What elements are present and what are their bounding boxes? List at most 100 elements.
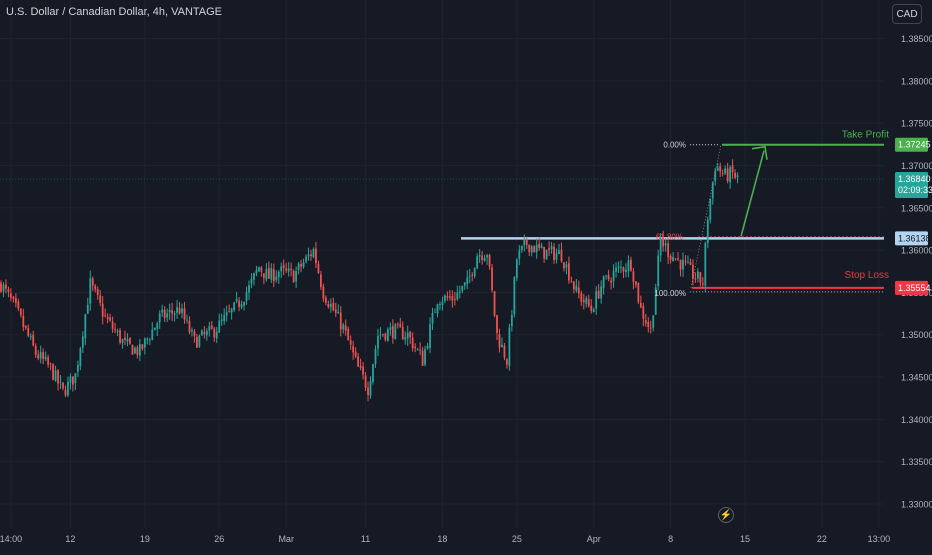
candle-body bbox=[238, 300, 240, 307]
candle-body bbox=[134, 347, 136, 354]
take-profit-price-tag-text: 1.37245 bbox=[898, 140, 931, 150]
candle-body bbox=[689, 262, 692, 265]
candle-body bbox=[173, 313, 176, 315]
candle-body bbox=[262, 273, 265, 278]
annotations[interactable]: Take Profit Stop Loss 0.00% 61.80% 100.00% bbox=[654, 130, 889, 298]
level-lines[interactable] bbox=[0, 143, 884, 293]
candle-body bbox=[535, 244, 538, 253]
candle-body bbox=[183, 308, 186, 320]
candle-body bbox=[76, 364, 79, 372]
candle-body bbox=[334, 309, 337, 313]
candle-body bbox=[42, 352, 45, 359]
candle-body bbox=[570, 281, 573, 283]
candle-body bbox=[315, 248, 317, 264]
candle-body bbox=[520, 245, 523, 251]
candle-body bbox=[272, 269, 275, 282]
currency-button[interactable]: CAD bbox=[892, 4, 922, 24]
price-tick-label: 1.37000 bbox=[901, 161, 932, 171]
stop-loss-price-tag-bg bbox=[895, 280, 928, 295]
candle-body bbox=[52, 364, 54, 380]
candle-body bbox=[555, 253, 558, 260]
candle-body bbox=[158, 313, 161, 323]
candle-body bbox=[156, 323, 159, 329]
take-profit-price-tag: 1.37245 bbox=[895, 137, 931, 152]
time-tick-label: 13:00 bbox=[868, 534, 891, 544]
flash-icon[interactable]: ⚡ bbox=[718, 507, 734, 523]
candle-body bbox=[379, 334, 382, 336]
candle-body bbox=[99, 295, 102, 303]
candle-body bbox=[347, 328, 350, 341]
candle-body bbox=[126, 339, 129, 342]
candle-body bbox=[210, 325, 213, 329]
candle-body bbox=[389, 327, 392, 331]
price-axis[interactable]: 1.38500 1.38000 1.37500 1.37000 1.36500 1.360… bbox=[895, 34, 932, 510]
candle-body bbox=[632, 271, 635, 282]
price-tick-label: 1.37500 bbox=[901, 119, 932, 129]
candle-body bbox=[558, 250, 560, 255]
candle-body bbox=[677, 258, 679, 260]
candle-body bbox=[439, 304, 441, 306]
candle-body bbox=[138, 344, 141, 356]
target-arrow bbox=[740, 150, 765, 237]
candle-body bbox=[431, 312, 434, 324]
candle-body bbox=[84, 314, 87, 339]
candle-body bbox=[627, 260, 630, 272]
candle-body bbox=[508, 327, 511, 366]
candle-body bbox=[327, 303, 330, 308]
candle-body bbox=[501, 344, 503, 348]
candle-body bbox=[473, 267, 476, 277]
candle-body bbox=[523, 240, 526, 246]
candle-body bbox=[188, 320, 191, 333]
candle-body bbox=[486, 255, 488, 258]
candle-body bbox=[287, 268, 290, 272]
time-tick-label: 25 bbox=[512, 534, 522, 544]
candle-body bbox=[525, 239, 528, 245]
candle-body bbox=[245, 292, 248, 301]
candle-body bbox=[310, 254, 312, 257]
price-tick-label: 1.33000 bbox=[901, 500, 932, 510]
candle-body bbox=[716, 167, 719, 171]
candle-body bbox=[94, 285, 97, 290]
candle-body bbox=[305, 256, 307, 262]
candle-body bbox=[461, 285, 464, 292]
candle-body bbox=[424, 349, 426, 365]
candle-body bbox=[59, 381, 62, 383]
candle-body bbox=[79, 348, 82, 366]
candle-body bbox=[37, 354, 40, 359]
price-tick-label: 1.35000 bbox=[901, 330, 932, 340]
time-axis[interactable]: 14:00 12 19 26 Mar 11 18 25 Apr 8 15 22 13:00 bbox=[0, 534, 890, 544]
candle-body bbox=[659, 238, 662, 256]
candle-body bbox=[2, 284, 5, 292]
candle-body bbox=[339, 312, 342, 330]
candles bbox=[0, 159, 739, 402]
candle-body bbox=[205, 330, 208, 336]
candle-body bbox=[719, 166, 722, 172]
candle-body bbox=[729, 167, 732, 183]
candle-body bbox=[5, 284, 7, 289]
candle-body bbox=[34, 346, 37, 355]
candle-body bbox=[349, 340, 352, 345]
candle-body bbox=[543, 246, 546, 259]
time-tick-label: Apr bbox=[587, 534, 601, 544]
candle-body bbox=[317, 263, 320, 273]
candle-body bbox=[639, 302, 642, 308]
time-tick-label: 14:00 bbox=[0, 534, 22, 544]
candle-body bbox=[409, 331, 412, 338]
candle-body bbox=[297, 263, 300, 271]
resistance-price-tag: 1.36138 bbox=[895, 231, 931, 246]
candle-body bbox=[679, 260, 682, 270]
time-tick-label: 8 bbox=[668, 534, 673, 544]
candle-body bbox=[553, 246, 555, 260]
candle-body bbox=[17, 301, 20, 309]
candle-body bbox=[642, 306, 645, 319]
candle-body bbox=[178, 308, 181, 314]
candle-body bbox=[696, 271, 699, 279]
candle-body bbox=[277, 271, 280, 278]
current-price-tag-text: 02:09:33 bbox=[898, 185, 932, 195]
candle-body bbox=[362, 366, 364, 375]
candle-body bbox=[399, 323, 402, 328]
candle-body bbox=[176, 307, 178, 313]
candle-body bbox=[357, 356, 360, 367]
